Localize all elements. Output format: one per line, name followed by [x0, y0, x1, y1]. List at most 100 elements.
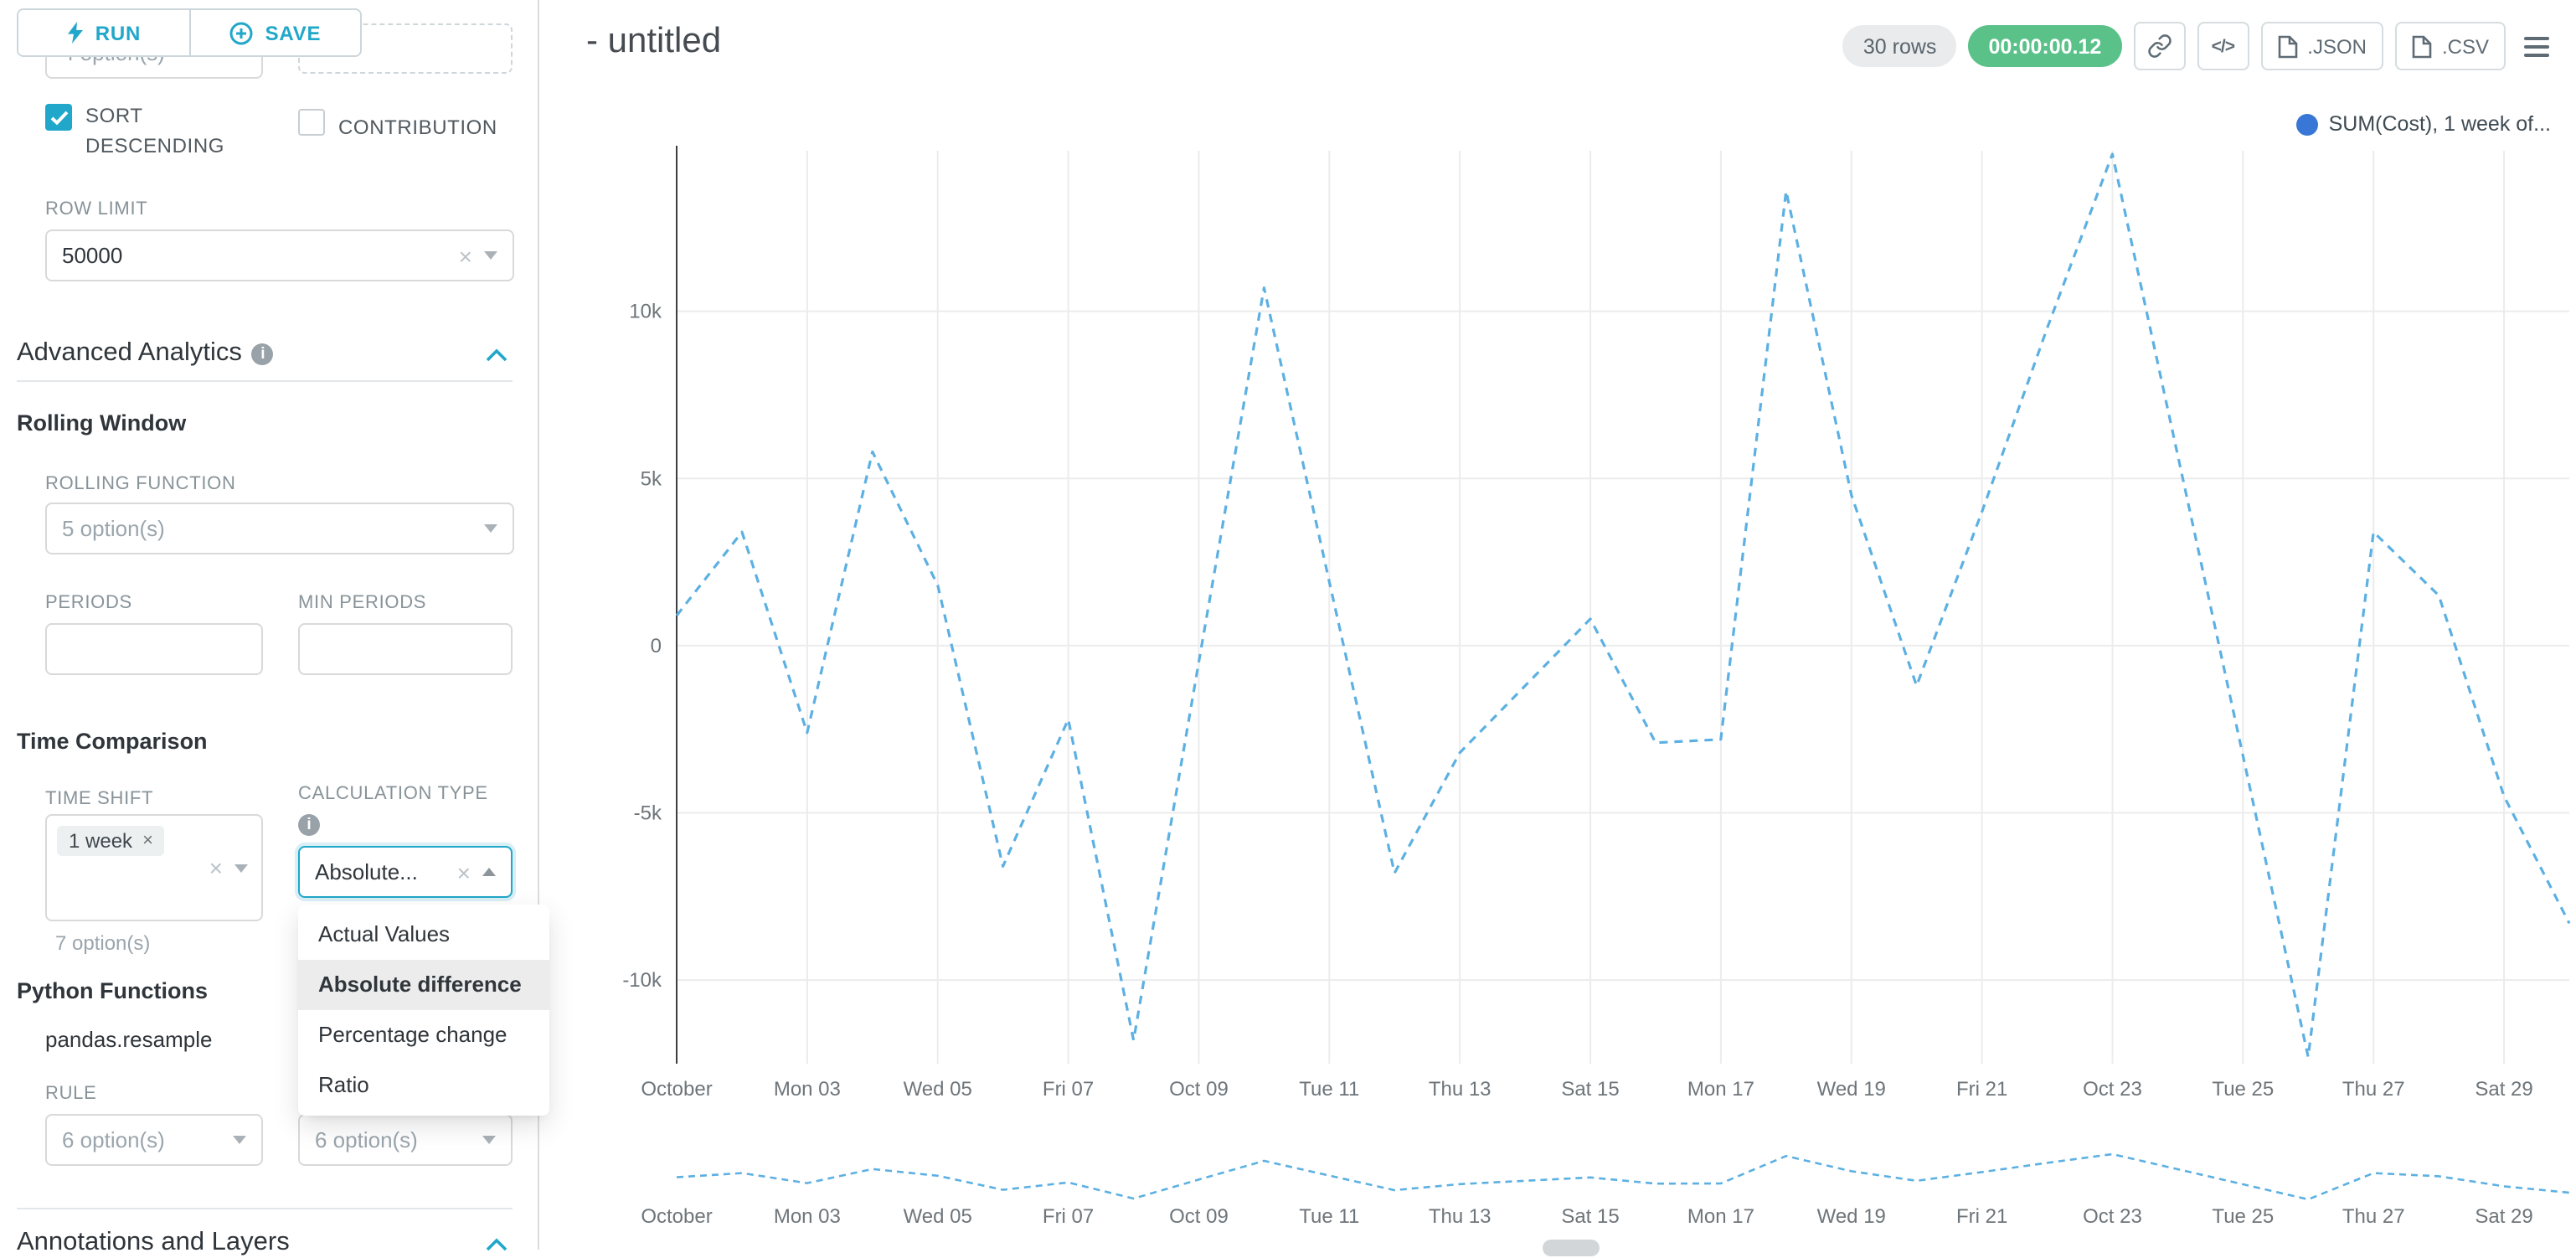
svg-text:Oct 09: Oct 09: [1169, 1205, 1229, 1228]
chevron-down-icon: [234, 864, 248, 872]
section-divider: [17, 380, 513, 382]
rule-label: RULE: [45, 1084, 97, 1104]
chevron-down-icon: [233, 1136, 246, 1144]
min-periods-input[interactable]: [298, 623, 513, 675]
svg-text:Mon 17: Mon 17: [1687, 1078, 1754, 1101]
svg-text:Tue 25: Tue 25: [2212, 1205, 2274, 1228]
svg-text:Fri 07: Fri 07: [1043, 1078, 1094, 1101]
svg-text:Thu 13: Thu 13: [1429, 1078, 1492, 1101]
svg-text:Mon 17: Mon 17: [1687, 1205, 1754, 1228]
svg-text:Thu 27: Thu 27: [2342, 1205, 2405, 1228]
remove-tag-icon[interactable]: ×: [142, 831, 153, 851]
clear-icon[interactable]: ×: [458, 242, 472, 269]
svg-text:Sat 29: Sat 29: [2475, 1078, 2532, 1101]
rolling-function-label: ROLLING FUNCTION: [45, 474, 236, 494]
rolling-window-title: Rolling Window: [17, 410, 187, 436]
run-button[interactable]: RUN: [18, 10, 189, 55]
section-divider: [17, 1208, 513, 1209]
chevron-down-icon: [484, 524, 497, 533]
rule-placeholder-2: 6 option(s): [315, 1127, 418, 1152]
calculation-type-select[interactable]: Absolute... ×: [298, 846, 513, 898]
row-count-badge: 30 rows: [1842, 25, 1957, 67]
calculation-type-label: CALCULATION TYPE: [298, 784, 488, 804]
dropdown-option[interactable]: Ratio: [318, 1072, 369, 1097]
dropdown-option-selected[interactable]: Absolute difference: [298, 960, 549, 1010]
svg-text:0: 0: [651, 635, 662, 657]
export-csv-button[interactable]: .CSV: [2394, 22, 2506, 70]
rule-select-secondary[interactable]: 6 option(s): [298, 1114, 513, 1166]
export-json-label: .JSON: [2307, 34, 2367, 58]
svg-text:Oct 23: Oct 23: [2083, 1078, 2142, 1101]
collapse-section-icon[interactable]: [486, 1238, 507, 1251]
sort-descending-label: SORT DESCENDING: [85, 104, 225, 157]
svg-text:Fri 07: Fri 07: [1043, 1205, 1094, 1228]
chart-title[interactable]: - untitled: [586, 22, 722, 60]
chevron-up-icon: [482, 868, 496, 876]
svg-text:Wed 19: Wed 19: [1817, 1078, 1886, 1101]
svg-text:Sat 15: Sat 15: [1561, 1078, 1619, 1101]
time-shift-tag[interactable]: 1 week ×: [57, 826, 165, 856]
calculation-type-dropdown: Actual Values Absolute difference Percen…: [298, 905, 549, 1116]
chevron-down-icon: [482, 1136, 496, 1144]
info-icon[interactable]: i: [298, 814, 320, 836]
row-limit-label: ROW LIMIT: [45, 199, 148, 219]
svg-text:Mon 03: Mon 03: [774, 1205, 841, 1228]
bolt-icon: [67, 22, 83, 44]
row-limit-value: 50000: [62, 243, 123, 268]
svg-text:Tue 25: Tue 25: [2212, 1078, 2274, 1101]
export-csv-label: .CSV: [2441, 34, 2489, 58]
dropdown-option[interactable]: Percentage change: [318, 1022, 507, 1047]
legend-label: SUM(Cost), 1 week of...: [2328, 112, 2551, 136]
svg-text:5k: 5k: [641, 467, 662, 490]
svg-text:Tue 11: Tue 11: [1299, 1078, 1359, 1101]
copy-link-button[interactable]: [2133, 22, 2186, 70]
svg-text:-10k: -10k: [622, 969, 662, 992]
rolling-function-select[interactable]: 5 option(s): [45, 503, 514, 554]
rule-placeholder: 6 option(s): [62, 1127, 165, 1152]
calculation-type-value: Absolute...: [315, 859, 418, 884]
time-shift-select[interactable]: 1 week × ×: [45, 814, 263, 921]
svg-text:Oct 23: Oct 23: [2083, 1205, 2142, 1228]
annotations-title: Annotations and Layers: [17, 1228, 290, 1256]
info-icon[interactable]: i: [251, 343, 274, 364]
svg-text:Tue 11: Tue 11: [1299, 1205, 1359, 1228]
svg-text:-5k: -5k: [634, 802, 662, 825]
chevron-down-icon: [484, 251, 497, 260]
annotations-header: Annotations and Layers: [17, 1228, 290, 1258]
check-icon: [49, 110, 68, 125]
file-icon: [2277, 34, 2297, 58]
dropdown-option[interactable]: Actual Values: [318, 921, 451, 946]
rolling-function-placeholder: 5 option(s): [62, 516, 165, 541]
svg-text:Thu 13: Thu 13: [1429, 1205, 1492, 1228]
svg-text:Mon 03: Mon 03: [774, 1078, 841, 1101]
periods-input[interactable]: [45, 623, 263, 675]
save-button[interactable]: SAVE: [189, 10, 360, 55]
save-button-label: SAVE: [265, 21, 322, 44]
svg-text:Sat 29: Sat 29: [2475, 1205, 2532, 1228]
time-shift-hint: 7 option(s): [55, 931, 151, 955]
collapse-section-icon[interactable]: [486, 348, 507, 362]
svg-text:Fri 21: Fri 21: [1956, 1205, 2007, 1228]
export-json-button[interactable]: .JSON: [2260, 22, 2383, 70]
row-limit-select[interactable]: 50000 ×: [45, 229, 514, 281]
run-button-label: RUN: [95, 21, 142, 44]
chart-legend[interactable]: SUM(Cost), 1 week of...: [2296, 112, 2551, 136]
svg-text:Oct 09: Oct 09: [1169, 1078, 1229, 1101]
contribution-checkbox[interactable]: [298, 109, 325, 136]
svg-text:October: October: [641, 1078, 712, 1101]
query-actions: RUN SAVE: [17, 8, 362, 57]
embed-code-button[interactable]: </>: [2197, 22, 2249, 70]
query-timer-badge: 00:00:00.12: [1968, 25, 2122, 67]
clear-icon[interactable]: ×: [209, 854, 223, 881]
resize-handle[interactable]: [1543, 1240, 1600, 1256]
sort-descending-checkbox[interactable]: [45, 104, 72, 131]
control-panel: 4 option(s) RUN SAVE SORT DESCENDING CON…: [0, 0, 549, 1256]
time-shift-label: TIME SHIFT: [45, 789, 154, 809]
timeseries-chart-canvas[interactable]: 10k 5k 0 -5k -10k October Mon 03 Wed 05 Fri 07 Oc…: [583, 0, 2576, 1250]
chart-menu-button[interactable]: [2517, 29, 2556, 63]
svg-text:October: October: [641, 1205, 712, 1228]
clear-icon[interactable]: ×: [456, 858, 471, 885]
link-icon: [2147, 34, 2171, 58]
rule-select[interactable]: 6 option(s): [45, 1114, 263, 1166]
